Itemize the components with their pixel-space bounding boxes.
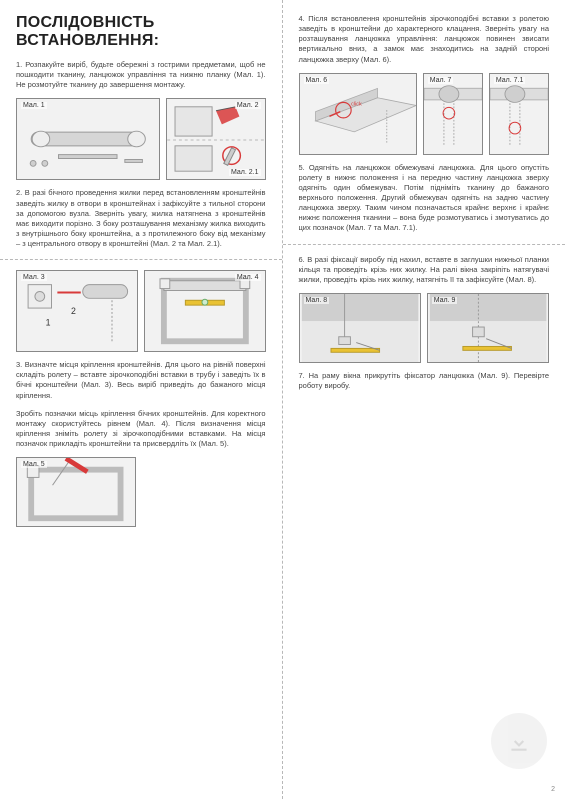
figure-9: Мал. 9 (427, 293, 549, 363)
right-column: 4. Після встановлення кронштейнів зірочк… (283, 0, 565, 799)
section-divider (283, 244, 565, 245)
figure-7-1: Мал. 7.1 (489, 73, 549, 155)
diagram-icon (424, 74, 482, 154)
figure-caption: Мал. 4 (235, 274, 261, 281)
step-6-text: 6. В разі фіксації виробу під нахил, вст… (299, 255, 550, 285)
svg-text:2: 2 (71, 306, 76, 316)
figure-caption: Мал. 1 (21, 102, 47, 109)
step-3b-text: Зробіть позначки місць кріплення бічних … (16, 409, 266, 450)
svg-text:1: 1 (46, 318, 51, 328)
figure-5: Мал. 5 (16, 457, 136, 527)
step-5-text: 5. Одягніть на ланцюжок обмежувачі ланцю… (299, 163, 550, 234)
fig-row-5: Мал. 8 Мал. 9 (299, 293, 550, 363)
figure-caption: Мал. 2.1 (229, 169, 261, 176)
figure-1: Мал. 1 (16, 98, 160, 180)
fig-row-1: Мал. 1 Мал. 2 Мал. 2.1 (16, 98, 266, 180)
diagram-icon (490, 74, 548, 154)
step-2-text: 2. В разі бічного проведення жилки перед… (16, 188, 266, 249)
figure-4: Мал. 4 (144, 270, 266, 352)
diagram-icon: 1 2 (17, 271, 137, 351)
section-divider (0, 259, 282, 260)
diagram-icon: click (300, 74, 416, 154)
page-number: 2 (551, 786, 555, 793)
step-4-text: 4. Після встановлення кронштейнів зірочк… (299, 14, 550, 65)
step-1-text: 1. Розпакуйте виріб, будьте обережні з г… (16, 60, 266, 90)
figure-caption: Мал. 3 (21, 274, 47, 281)
figure-8: Мал. 8 (299, 293, 421, 363)
figure-7: Мал. 7 (423, 73, 483, 155)
diagram-icon (428, 294, 548, 362)
figure-caption: Мал. 6 (304, 77, 330, 84)
figure-6: Мал. 6 click (299, 73, 417, 155)
step-7-text: 7. На раму вікна прикрутіть фіксатор лан… (299, 371, 550, 391)
figure-3: Мал. 3 1 2 (16, 270, 138, 352)
figure-caption: Мал. 9 (432, 297, 458, 304)
diagram-icon (167, 99, 265, 179)
figure-2: Мал. 2 Мал. 2.1 (166, 98, 266, 180)
diagram-icon (17, 458, 135, 526)
diagram-icon (300, 294, 420, 362)
watermark-icon (491, 713, 547, 769)
diagram-icon (17, 99, 159, 179)
fig-row-3: Мал. 5 (16, 457, 266, 527)
fig-row-2: Мал. 3 1 2 Мал. 4 (16, 270, 266, 352)
step-3a-text: 3. Визначте місця кріплення кронштейнів.… (16, 360, 266, 401)
fig-row-4: Мал. 6 click Мал. 7 (299, 73, 550, 155)
figure-caption: Мал. 2 (235, 102, 261, 109)
page-title: ПОСЛІДОВНІСТЬ ВСТАНОВЛЕННЯ: (16, 14, 266, 50)
figure-caption: Мал. 7.1 (494, 77, 526, 84)
figure-caption: Мал. 8 (304, 297, 330, 304)
figure-caption: Мал. 5 (21, 461, 47, 468)
diagram-icon (145, 271, 265, 351)
page: ПОСЛІДОВНІСТЬ ВСТАНОВЛЕННЯ: 1. Розпакуйт… (0, 0, 565, 799)
left-column: ПОСЛІДОВНІСТЬ ВСТАНОВЛЕННЯ: 1. Розпакуйт… (0, 0, 283, 799)
click-label: click (351, 101, 362, 107)
figure-caption: Мал. 7 (428, 77, 454, 84)
